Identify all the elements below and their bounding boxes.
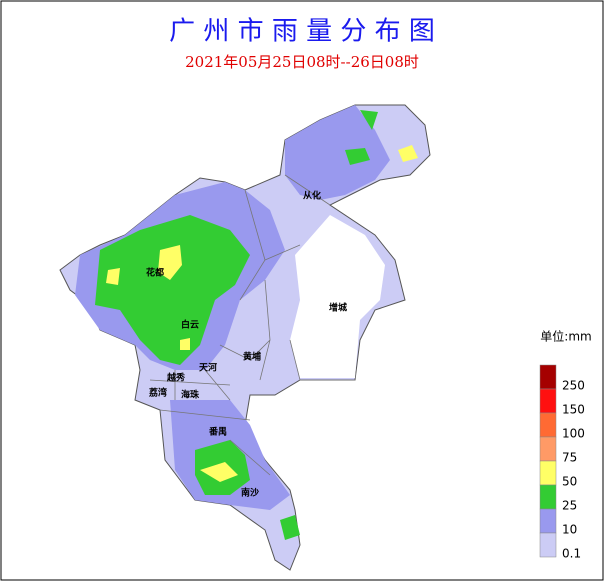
- district-label: 增城: [329, 302, 347, 314]
- subtitle: 2021年05月25日08时--26日08时: [185, 53, 419, 71]
- district-label: 海珠: [181, 389, 200, 401]
- district-label: 越秀: [166, 372, 185, 384]
- legend-swatch: [539, 460, 557, 486]
- title: 广 州 市 雨 量 分 布 图: [169, 17, 435, 47]
- legend-swatch: [539, 532, 557, 558]
- legend-label: 100: [562, 427, 585, 441]
- district-label: 花都: [146, 267, 164, 279]
- district-border: [149, 174, 355, 476]
- district-label: 从化: [303, 190, 321, 202]
- legend-swatch: [539, 412, 557, 438]
- legend-swatch: [539, 508, 557, 534]
- rain-10-area: [285, 105, 390, 200]
- legend-label: 10: [562, 523, 577, 537]
- district-label: 南沙: [241, 487, 259, 499]
- district-label: 黄埔: [243, 351, 261, 363]
- legend-label: 0.1: [562, 547, 581, 561]
- legend-swatch: [539, 436, 557, 462]
- legend-swatch: [539, 364, 557, 390]
- rain-map: [59, 104, 431, 571]
- legend-label: 150: [562, 403, 585, 417]
- legend-swatch: [539, 484, 557, 510]
- rain-25-area: [95, 215, 250, 365]
- legend-label: 25: [562, 499, 577, 513]
- district-label: 番禺: [208, 426, 227, 438]
- legend-label: 75: [562, 451, 577, 465]
- dry-area: [290, 215, 385, 378]
- district-label: 白云: [181, 319, 199, 331]
- legend-label: 250: [562, 379, 585, 393]
- legend-label: 50: [562, 475, 577, 489]
- district-label: 荔湾: [148, 387, 167, 399]
- legend-unit: 单位:mm: [540, 329, 591, 344]
- district-label: 天河: [199, 362, 217, 374]
- legend-swatch: [539, 388, 557, 414]
